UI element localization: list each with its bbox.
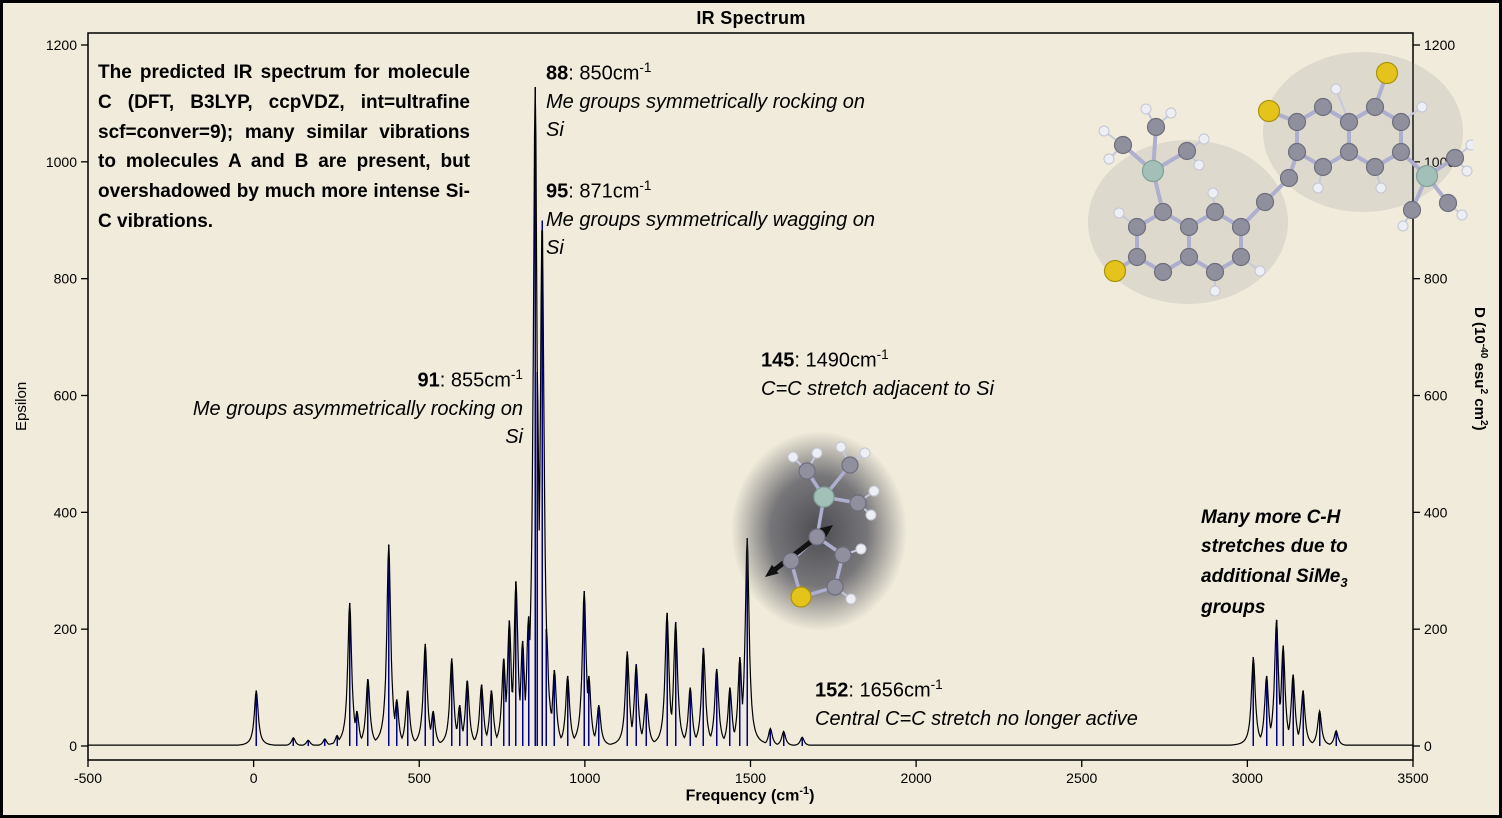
annotation-mode-95-desc: Me groups symmetrically wagging on Si [546,209,876,260]
svg-text:-500: -500 [74,770,102,786]
svg-text:800: 800 [54,271,78,287]
annotation-mode-145-desc: C=C stretch adjacent to Si [761,378,994,401]
svg-text:3500: 3500 [1397,770,1428,786]
annotation-mode-95-head: 95: 871cm-1 [546,178,652,203]
svg-text:0: 0 [69,738,77,754]
chart-title: IR Spectrum [696,8,806,28]
svg-text:600: 600 [1424,388,1448,404]
annotation-mode-145-head: 145: 1490cm-1 [761,347,889,372]
svg-text:0: 0 [1424,738,1432,754]
svg-text:1200: 1200 [1424,37,1455,53]
svg-text:200: 200 [1424,621,1448,637]
y-axis-label-right: D (10-40 esu2 cm2) [1471,307,1489,431]
x-axis-label: Frequency (cm-1) [685,785,815,805]
annotation-mode-88: 88: 850cm-1 Me groups symmetrically rock… [546,58,876,145]
svg-text:1000: 1000 [569,770,600,786]
svg-text:2500: 2500 [1066,770,1097,786]
intro-text: The predicted IR spectrum for molecule C… [98,62,470,233]
svg-text:1500: 1500 [735,770,766,786]
silicon-atoms [1141,159,1439,188]
spectrum-envelope [88,87,1413,746]
svg-text:1000: 1000 [46,154,77,170]
silicon-atom [813,486,835,508]
annotation-mode-152: 152: 1656cm-1 Central C=C stretch no lon… [815,675,1255,733]
svg-text:200: 200 [54,621,78,637]
annotation-mode-152-desc: Central C=C stretch no longer active [815,708,1138,731]
annotation-mode-91: 91: 855cm-1 Me groups asymmetrically roc… [188,365,523,452]
y-axis-label-left: Epsilon [13,381,30,431]
molecule-structure-image [1003,7,1477,307]
svg-text:500: 500 [408,770,432,786]
svg-text:2000: 2000 [901,770,932,786]
svg-text:400: 400 [54,504,78,520]
svg-text:1200: 1200 [46,37,77,53]
svg-text:600: 600 [54,388,78,404]
svg-text:800: 800 [1424,271,1448,287]
sulfur-atom [790,586,812,608]
svg-text:400: 400 [1424,504,1448,520]
annotation-mode-88-head: 88: 850cm-1 [546,60,652,85]
annotation-mode-91-head: 91: 855cm-1 [417,367,524,392]
sulfur-atoms [1103,61,1399,283]
annotation-mode-152-head: 152: 1656cm-1 [815,677,943,702]
annotation-mode-95: 95: 871cm-1 Me groups symmetrically wagg… [546,176,876,263]
svg-text:3000: 3000 [1232,770,1263,786]
svg-text:0: 0 [250,770,258,786]
molecule-vibration-image [729,429,909,634]
annotation-mode-145: 145: 1490cm-1 C=C stretch adjacent to Si [761,345,1121,403]
annotation-mode-88-desc: Me groups symmetrically rocking on Si [546,91,865,142]
annotation-mode-91-desc: Me groups asymmetrically rocking on Si [192,398,523,449]
annotation-ch-stretches: Many more C-H stretches due to additiona… [1201,507,1348,618]
